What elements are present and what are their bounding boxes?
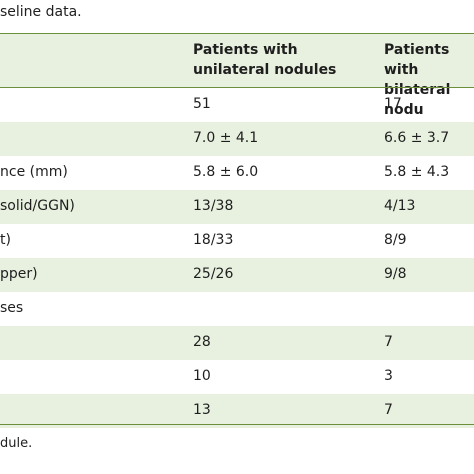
table-cell-col-2: 17 xyxy=(384,96,402,112)
table-cell-col-2: 5.8 ± 4.3 xyxy=(384,164,450,180)
table-cell-col-2: 7 xyxy=(384,334,393,350)
table-cell-col-1: 13 xyxy=(193,402,211,418)
table-cell-col-1: 13/38 xyxy=(193,198,234,214)
table-footnote: dule. xyxy=(0,436,33,451)
table-cell-col-1: 25/26 xyxy=(193,266,234,282)
table-cell-col-2: 6.6 ± 3.7 xyxy=(384,130,450,146)
table-cell-col-2: 4/13 xyxy=(384,198,416,214)
table-cell-col-1: 28 xyxy=(193,334,211,350)
table-row: 28 7 xyxy=(0,326,474,360)
table-row: nce (mm) 5.8 ± 6.0 5.8 ± 4.3 xyxy=(0,156,474,190)
table-cell-col-1: 5.8 ± 6.0 xyxy=(193,164,259,180)
table-caption: seline data. xyxy=(0,4,82,20)
bottom-rule xyxy=(0,424,474,425)
header-col-bilateral: Patients with bilateral nodu xyxy=(384,42,451,118)
table-row: 13 7 xyxy=(0,394,474,428)
table-cell-col-0: pper) xyxy=(0,266,38,282)
table-cell-col-1: 7.0 ± 4.1 xyxy=(193,130,259,146)
table-cell-col-1: 51 xyxy=(193,96,211,112)
table-cell-col-2: 3 xyxy=(384,368,393,384)
top-rule xyxy=(0,33,474,34)
table-cell-col-0: nce (mm) xyxy=(0,164,68,180)
header-band xyxy=(0,34,474,87)
table-cell-col-0: solid/GGN) xyxy=(0,198,75,214)
table-cell-col-1: 18/33 xyxy=(193,232,234,248)
table-cell-col-1: 10 xyxy=(193,368,211,384)
table-row: 10 3 xyxy=(0,360,474,394)
header-col-unilateral: Patients with unilateral nodules xyxy=(193,42,337,78)
table-row: 7.0 ± 4.1 6.6 ± 3.7 xyxy=(0,122,474,156)
table-cell-col-2: 8/9 xyxy=(384,232,407,248)
table-row: solid/GGN) 13/38 4/13 xyxy=(0,190,474,224)
table-cell-col-2: 9/8 xyxy=(384,266,407,282)
table-row: 51 17 xyxy=(0,88,474,122)
table-row: t) 18/33 8/9 xyxy=(0,224,474,258)
table-row: ses xyxy=(0,292,474,326)
table-cell-col-2: 7 xyxy=(384,402,393,418)
table-cell-col-0: ses xyxy=(0,300,24,316)
header-rule xyxy=(0,87,474,88)
table-row: pper) 25/26 9/8 xyxy=(0,258,474,292)
table-cell-col-0: t) xyxy=(0,232,11,248)
